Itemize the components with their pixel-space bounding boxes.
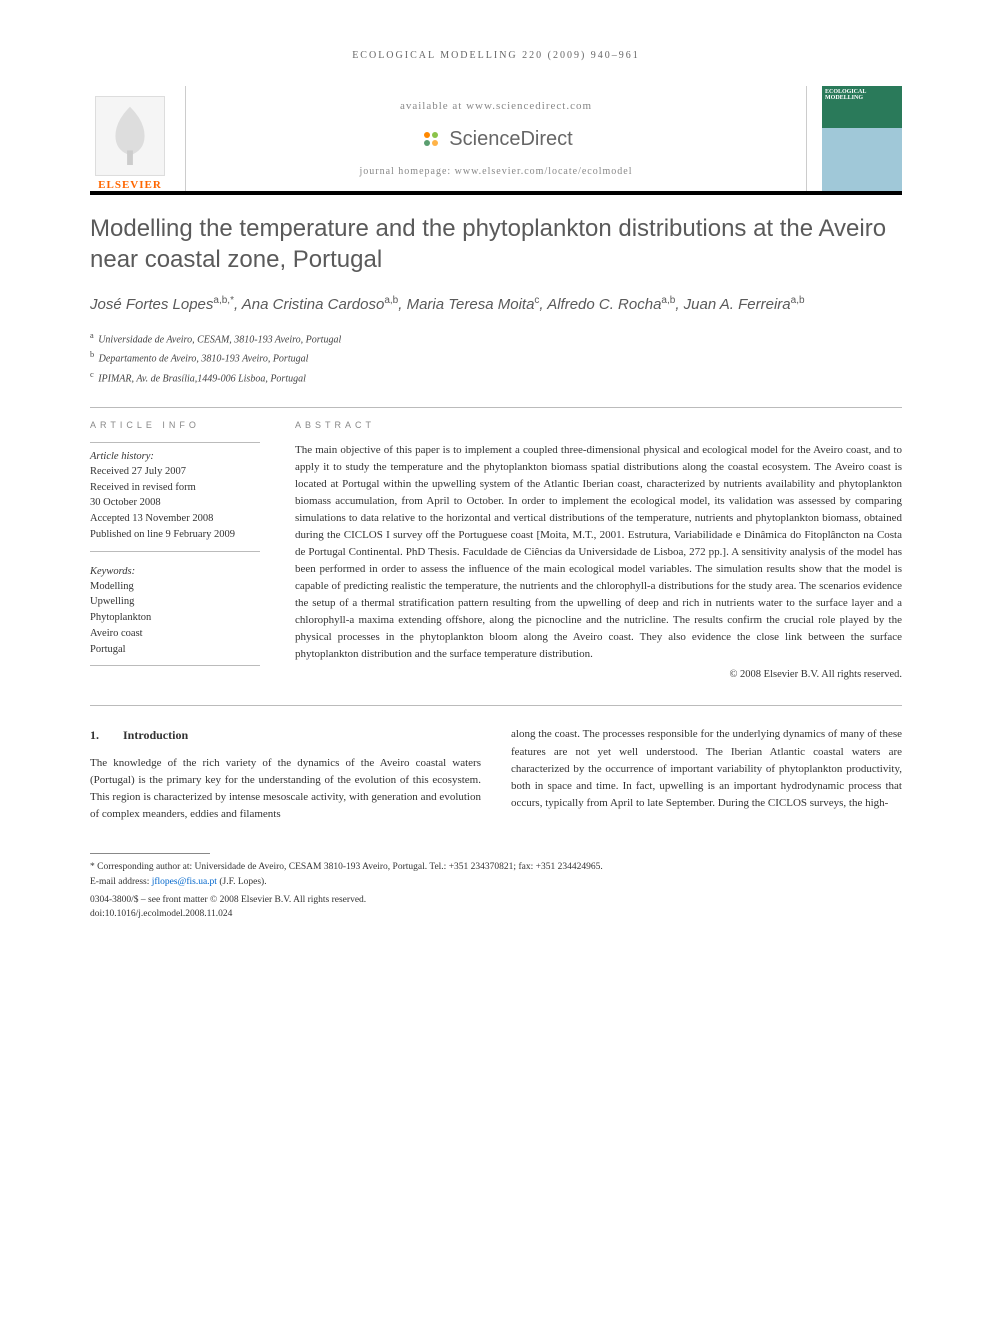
author-list: José Fortes Lopesa,b,*, Ana Cristina Car…	[90, 293, 902, 317]
section-number: 1.	[90, 726, 120, 745]
keyword-item: Modelling	[90, 579, 260, 595]
history-label: Article history:	[90, 451, 260, 462]
email-author: (J.F. Lopes).	[219, 877, 266, 887]
body-columns: 1. Introduction The knowledge of the ric…	[90, 726, 902, 823]
running-head: ecological modelling 220 (2009) 940–961	[90, 50, 902, 61]
sciencedirect-text: ScienceDirect	[449, 128, 572, 151]
body-paragraph: The knowledge of the rich variety of the…	[90, 755, 481, 823]
affiliations: a Universidade de Aveiro, CESAM, 3810-19…	[90, 329, 902, 387]
masthead-center: available at www.sciencedirect.com Scien…	[185, 86, 807, 191]
email-label: E-mail address:	[90, 877, 149, 887]
keyword-item: Aveiro coast	[90, 626, 260, 642]
history-item: Received 27 July 2007	[90, 464, 260, 480]
article-info-heading: article info	[90, 420, 260, 430]
abstract-column: abstract The main objective of this pape…	[295, 420, 902, 681]
available-at: available at www.sciencedirect.com	[206, 100, 786, 112]
email-link[interactable]: jflopes@fis.ua.pt	[152, 877, 217, 887]
keyword-item: Upwelling	[90, 594, 260, 610]
body-paragraph: along the coast. The processes responsib…	[511, 726, 902, 811]
issn-line: 0304-3800/$ – see front matter © 2008 El…	[90, 893, 902, 907]
article-title: Modelling the temperature and the phytop…	[90, 213, 902, 275]
divider	[90, 407, 902, 408]
masthead: ELSEVIER available at www.sciencedirect.…	[90, 86, 902, 195]
corresponding-text: * Corresponding author at: Universidade …	[90, 860, 902, 874]
publisher-name: ELSEVIER	[98, 179, 162, 191]
history-item: 30 October 2008	[90, 495, 260, 511]
publication-footer: 0304-3800/$ – see front matter © 2008 El…	[90, 893, 902, 922]
keywords-label: Keywords:	[90, 566, 260, 577]
affiliation-item: c IPIMAR, Av. de Brasília,1449-006 Lisbo…	[90, 368, 902, 387]
journal-homepage: journal homepage: www.elsevier.com/locat…	[206, 166, 786, 177]
body-column-right: along the coast. The processes responsib…	[511, 726, 902, 823]
section-title: Introduction	[123, 728, 188, 742]
history-item: Published on line 9 February 2009	[90, 527, 260, 543]
keyword-item: Portugal	[90, 642, 260, 658]
sciencedirect-logo: ScienceDirect	[206, 127, 786, 151]
body-column-left: 1. Introduction The knowledge of the ric…	[90, 726, 481, 823]
elsevier-tree-icon	[95, 96, 165, 176]
doi-line: doi:10.1016/j.ecolmodel.2008.11.024	[90, 907, 902, 921]
abstract-copyright: © 2008 Elsevier B.V. All rights reserved…	[295, 669, 902, 680]
section-heading: 1. Introduction	[90, 726, 481, 745]
history-item: Received in revised form	[90, 480, 260, 496]
abstract-text: The main objective of this paper is to i…	[295, 442, 902, 664]
affiliation-item: b Departamento de Aveiro, 3810-193 Aveir…	[90, 348, 902, 367]
article-info-sidebar: article info Article history: Received 2…	[90, 420, 260, 681]
divider	[90, 705, 902, 706]
journal-cover-thumbnail: ECOLOGICAL MODELLING	[822, 86, 902, 191]
keyword-item: Phytoplankton	[90, 610, 260, 626]
publisher-logo: ELSEVIER	[90, 86, 170, 191]
abstract-heading: abstract	[295, 420, 902, 430]
affiliation-item: a Universidade de Aveiro, CESAM, 3810-19…	[90, 329, 902, 348]
cover-title: ECOLOGICAL MODELLING	[825, 89, 899, 101]
corresponding-author-footnote: * Corresponding author at: Universidade …	[90, 860, 902, 889]
footnote-rule	[90, 853, 210, 854]
sciencedirect-burst-icon	[419, 127, 443, 151]
history-item: Accepted 13 November 2008	[90, 511, 260, 527]
